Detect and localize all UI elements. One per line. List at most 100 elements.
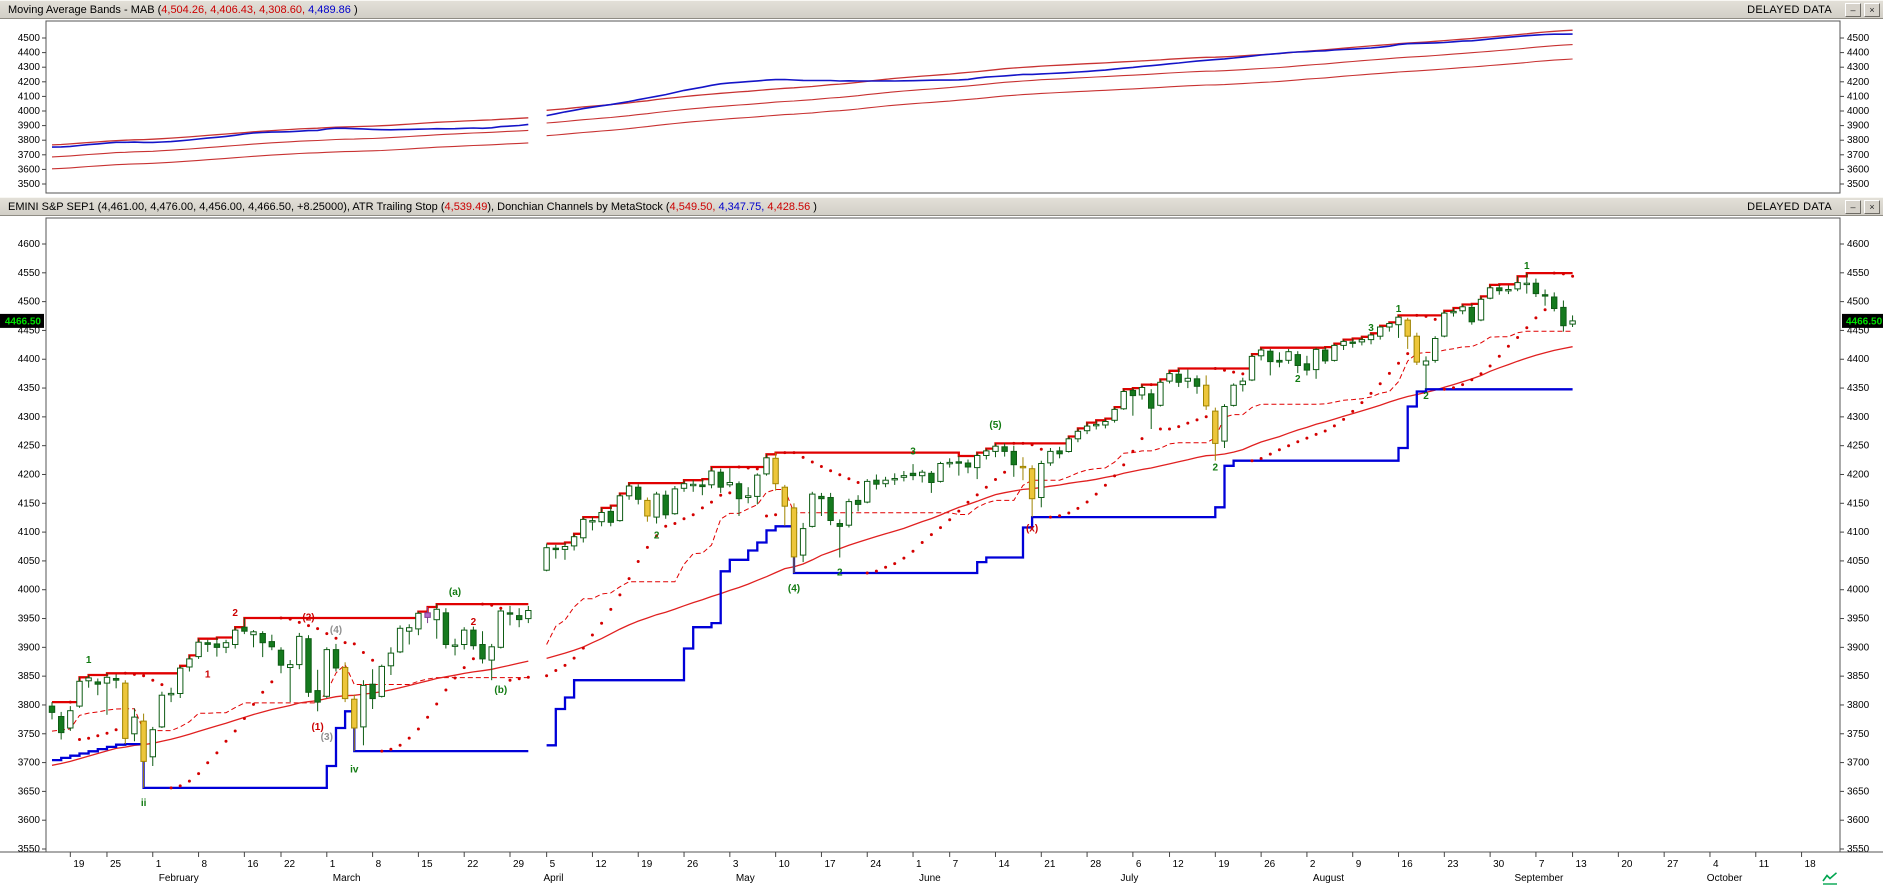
sar-dot (1452, 386, 1455, 390)
candle-body (937, 463, 944, 482)
y-axis-label: 4200 (18, 77, 41, 88)
candle-body (690, 483, 697, 487)
candle-body (671, 488, 679, 515)
month-label: September (1514, 873, 1564, 884)
candle-body (58, 716, 65, 734)
candle-body (699, 484, 706, 488)
candle-body (287, 664, 294, 669)
moving-average-line (51, 346, 1573, 766)
title-segment: ) (350, 3, 358, 16)
last-price-value: 4466.50 (5, 316, 42, 327)
candle-body (552, 547, 559, 551)
candle-body (1001, 446, 1008, 452)
x-tick-label: 16 (1402, 859, 1414, 870)
candle-body (1413, 335, 1420, 363)
candle-body (1083, 425, 1091, 432)
sar-dot (142, 674, 146, 678)
sar-dot (132, 672, 136, 676)
price-panel-titlebar[interactable]: EMINI S&P SEP1 (4,461.00, 4,476.00, 4,45… (0, 197, 1883, 216)
title-segment: 4,489.86 (305, 3, 351, 16)
delayed-data-label: DELAYED DATA (1747, 3, 1832, 16)
candle-body (232, 629, 239, 646)
candle-body (186, 658, 193, 668)
y-axis-label: 4550 (1847, 268, 1870, 279)
sar-dot (1543, 308, 1547, 312)
candle-body (103, 676, 111, 684)
x-tick-label: 26 (1264, 859, 1276, 870)
y-axis-label: 4150 (18, 498, 41, 509)
elliott-wave-label: 3 (1368, 323, 1374, 334)
sar-dot (1497, 354, 1501, 358)
x-tick-label: 5 (550, 859, 556, 870)
x-tick-label: 19 (73, 859, 85, 870)
candle-body (644, 499, 651, 517)
candle-body (406, 627, 413, 632)
x-tick-label: 20 (1621, 859, 1633, 870)
sar-dot (581, 646, 585, 650)
y-axis-label: 4300 (1847, 62, 1870, 73)
y-axis-label: 4050 (1847, 556, 1870, 567)
elliott-wave-label: (1) (311, 722, 323, 733)
sar-dot (847, 477, 851, 481)
y-axis-label: 3800 (1847, 700, 1870, 711)
minimize-button[interactable]: – (1845, 199, 1861, 214)
candle-body (442, 612, 450, 645)
elliott-wave-label: 2 (837, 567, 843, 578)
sar-dot (389, 747, 393, 751)
candle-body (1239, 380, 1246, 386)
x-tick-label: 1 (330, 859, 336, 870)
candle-body (1157, 381, 1164, 406)
candle-body (1532, 282, 1540, 295)
x-tick-label: 25 (110, 859, 122, 870)
mab-chart[interactable]: 4500 4500 4400 4400 4300 4300 4200 4200 4100 4100… (0, 19, 1883, 197)
sar-dot (1003, 470, 1007, 474)
minimize-button[interactable]: – (1845, 2, 1861, 17)
candle-body (1349, 341, 1356, 344)
close-button[interactable]: × (1864, 2, 1880, 17)
candle-body (516, 615, 523, 621)
candle-body (827, 497, 834, 521)
candle-body (1093, 423, 1100, 427)
y-axis-label: 4300 (18, 62, 41, 73)
sar-dot (1094, 492, 1098, 496)
sar-dot (169, 786, 173, 790)
candle-body (1560, 306, 1567, 327)
candle-body (1312, 348, 1320, 371)
sar-dot (1113, 474, 1117, 478)
y-axis-label: 3750 (1847, 729, 1870, 740)
y-axis-label: 3550 (1847, 844, 1870, 855)
sar-dot (810, 460, 814, 464)
candle-body (195, 641, 202, 658)
elliott-wave-label: (b) (494, 685, 507, 696)
candle-body (799, 528, 807, 556)
candle-body (177, 667, 184, 695)
month-label: August (1313, 873, 1344, 884)
candle-body (122, 682, 129, 739)
candle-body (1422, 360, 1430, 366)
y-axis-label: 4100 (18, 91, 41, 102)
x-tick-label: 22 (467, 859, 479, 870)
candle-body (845, 501, 853, 526)
y-axis-label: 4600 (18, 239, 41, 250)
y-axis-label: 4000 (1847, 106, 1870, 117)
candle-body (1221, 406, 1228, 442)
close-button[interactable]: × (1864, 199, 1880, 214)
candle-body (1386, 323, 1393, 328)
y-axis-label: 4500 (18, 297, 41, 308)
sar-dot (1012, 441, 1016, 445)
mab-lower-band-line (51, 58, 1573, 170)
x-tick-label: 15 (421, 859, 433, 870)
y-axis-label: 3950 (18, 614, 41, 625)
candle-body (974, 455, 981, 469)
sar-dot (453, 676, 457, 680)
mab-panel-titlebar[interactable]: Moving Average Bands - MAB (4,504.26, 4,… (0, 0, 1883, 19)
candle-body (735, 483, 743, 500)
y-axis-label: 3800 (18, 700, 41, 711)
sar-dot (1277, 448, 1281, 452)
sar-dot (160, 683, 164, 687)
sar-dot (1296, 440, 1300, 444)
sar-dot (307, 624, 310, 628)
candle-body (964, 462, 972, 468)
sar-dot (206, 761, 210, 765)
